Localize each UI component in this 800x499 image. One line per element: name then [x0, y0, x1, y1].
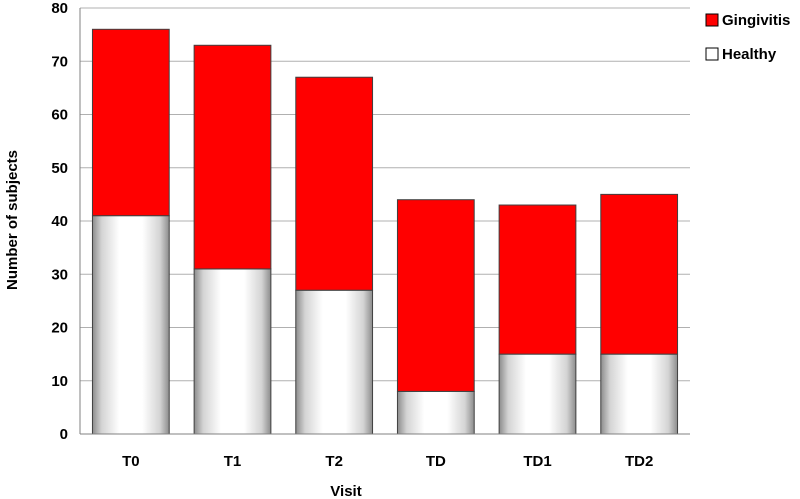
y-tick-label: 40	[51, 213, 68, 230]
legend-label-healthy: Healthy	[722, 46, 777, 63]
x-tick-label: TD	[426, 453, 446, 470]
y-tick-labels: 0 10 20 30 40 50 60 70 80	[51, 0, 68, 443]
y-axis-title: Number of subjects	[4, 150, 21, 290]
y-tick-label: 10	[51, 373, 68, 390]
y-tick-label: 70	[51, 53, 68, 70]
x-tick-label: T1	[224, 453, 242, 470]
bar-healthy-td2	[600, 353, 679, 435]
x-tick-labels: T0 T1 T2 TD TD1 TD2	[122, 453, 653, 470]
bar-healthy-t1	[193, 268, 272, 435]
y-tick-label: 0	[60, 426, 68, 443]
bar-healthy-td1	[498, 353, 577, 435]
x-tick-label: T2	[325, 453, 343, 470]
y-tick-label: 50	[51, 160, 68, 177]
bar-gingivitis-t1	[193, 44, 272, 270]
bar-gingivitis-t0	[91, 28, 170, 217]
legend-swatch-healthy	[705, 47, 719, 61]
y-tick-label: 80	[51, 0, 68, 17]
bar-healthy-t0	[91, 215, 170, 435]
bar-healthy-td	[396, 390, 475, 435]
x-tick-label: TD2	[625, 453, 653, 470]
legend-label-gingivitis: Gingivitis	[722, 12, 790, 29]
axes	[79, 8, 690, 435]
y-tick-label: 30	[51, 266, 68, 283]
legend-swatch-gingivitis	[705, 13, 719, 27]
bar-gingivitis-td2	[600, 193, 679, 355]
y-tick-label: 20	[51, 320, 68, 337]
x-axis-title: Visit	[330, 483, 361, 499]
gridlines	[80, 7, 690, 382]
x-tick-label: T0	[122, 453, 140, 470]
y-tick-label: 60	[51, 107, 68, 124]
bar-gingivitis-t2	[295, 76, 374, 291]
bar-gingivitis-td1	[498, 204, 577, 355]
bar-healthy-t2	[295, 289, 374, 435]
bar-gingivitis-td	[396, 199, 475, 392]
bars	[91, 28, 679, 435]
x-tick-label: TD1	[523, 453, 551, 470]
legend: Gingivitis Healthy	[705, 12, 790, 63]
